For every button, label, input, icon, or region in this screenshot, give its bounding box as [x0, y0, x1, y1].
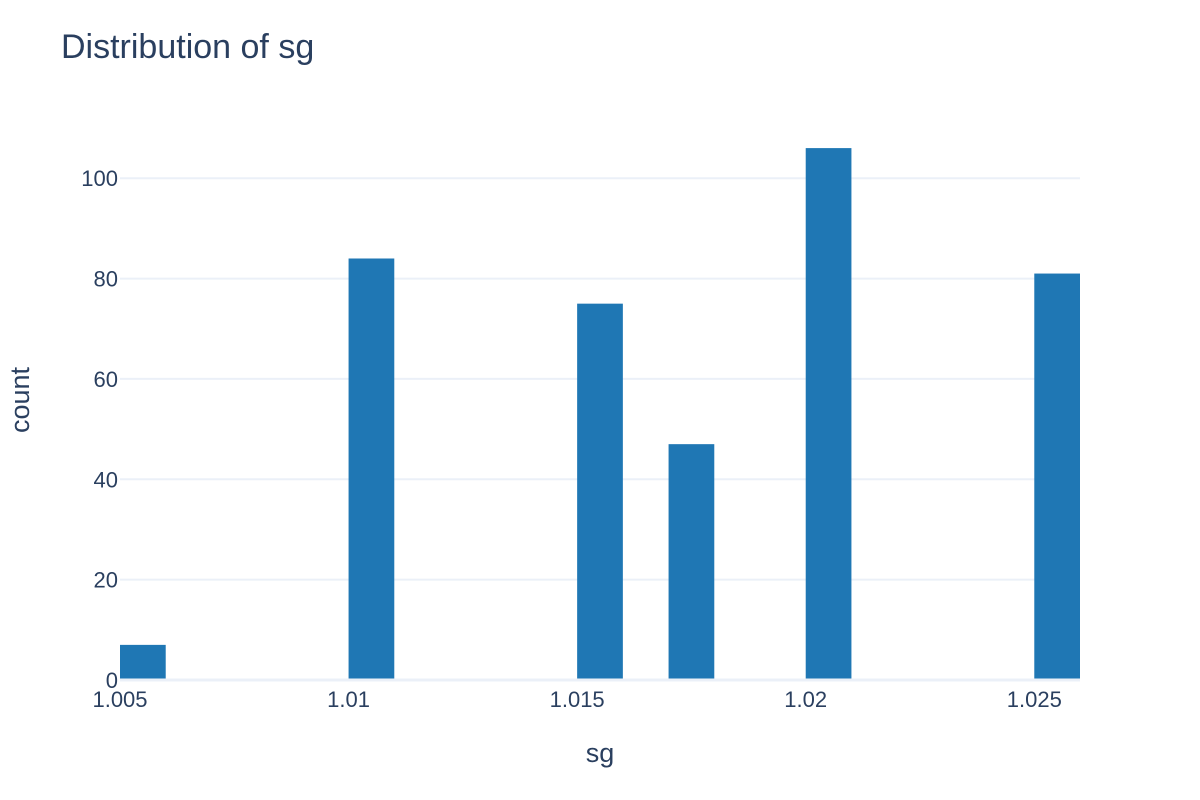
- y-tick-label: 20: [94, 568, 118, 593]
- y-tick-label: 80: [94, 267, 118, 292]
- axes: 0 20 40 60 80 100 1.005 1.01 1.015 1.02 1.025: [81, 166, 1080, 712]
- y-tick-label: 100: [81, 166, 118, 191]
- x-axis-title: sg: [586, 738, 615, 768]
- y-tick-label: 0: [106, 668, 118, 693]
- histogram-bar: [120, 644, 166, 680]
- chart-title: Distribution of sg: [61, 28, 315, 66]
- y-tick-label: 40: [94, 467, 118, 492]
- x-tick-label: 1.005: [92, 687, 147, 712]
- histogram-bar: [577, 303, 623, 680]
- histogram-bar: [1034, 273, 1080, 680]
- histogram-bar: [348, 258, 395, 680]
- y-axis-title: count: [5, 366, 35, 433]
- x-tick-label: 1.02: [784, 687, 827, 712]
- histogram-bar: [668, 444, 715, 680]
- x-tick-label: 1.01: [327, 687, 370, 712]
- x-tick-label: 1.015: [550, 687, 605, 712]
- bars: [120, 148, 1080, 681]
- y-tick-label: 60: [94, 367, 118, 392]
- x-tick-label: 1.025: [1007, 687, 1062, 712]
- histogram-bar: [805, 148, 852, 681]
